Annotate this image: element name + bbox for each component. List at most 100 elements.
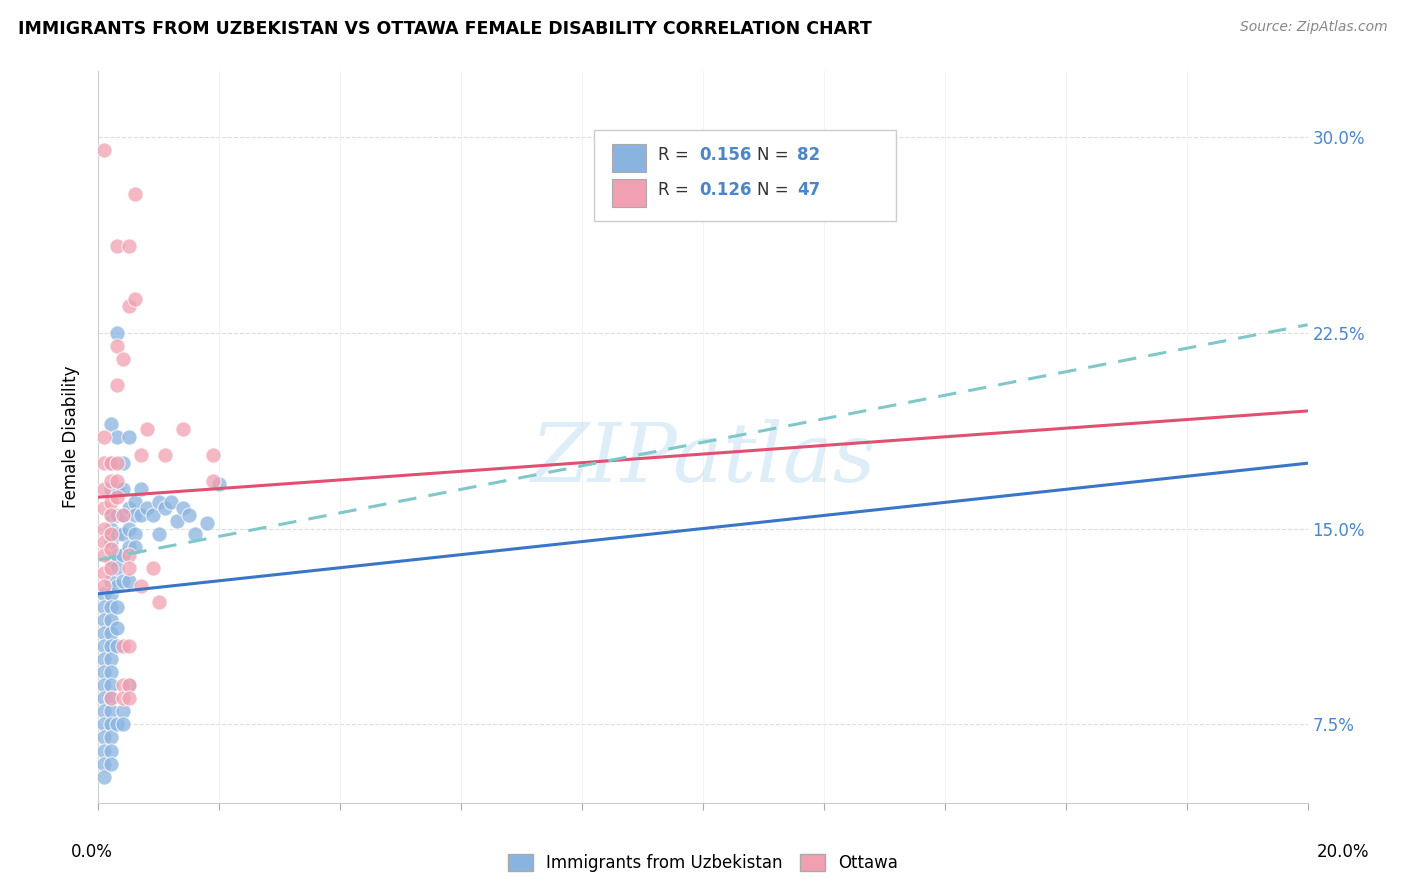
Point xyxy=(93,456,115,470)
Point xyxy=(118,548,141,562)
Point xyxy=(208,477,231,491)
Point xyxy=(124,540,146,554)
Point xyxy=(118,678,141,692)
Point xyxy=(202,475,225,489)
FancyBboxPatch shape xyxy=(613,179,647,207)
Text: R =: R = xyxy=(658,146,695,164)
Point xyxy=(118,239,141,253)
Text: IMMIGRANTS FROM UZBEKISTAN VS OTTAWA FEMALE DISABILITY CORRELATION CHART: IMMIGRANTS FROM UZBEKISTAN VS OTTAWA FEM… xyxy=(18,20,872,37)
Point xyxy=(100,483,122,497)
Point xyxy=(93,566,115,580)
Point xyxy=(153,449,176,463)
Point xyxy=(100,731,122,745)
Point xyxy=(124,495,146,509)
Point xyxy=(118,521,141,535)
Point xyxy=(148,594,170,608)
Point xyxy=(129,449,152,463)
Point xyxy=(100,691,122,706)
Text: R =: R = xyxy=(658,181,695,199)
Text: ZIPatlas: ZIPatlas xyxy=(530,419,876,499)
Point xyxy=(100,560,122,574)
Point xyxy=(124,526,146,541)
Point xyxy=(93,500,115,515)
Point xyxy=(105,548,128,562)
Point xyxy=(148,526,170,541)
Point xyxy=(100,717,122,731)
Point xyxy=(100,743,122,757)
Point xyxy=(166,514,188,528)
Text: 20.0%: 20.0% xyxy=(1316,843,1369,861)
Point xyxy=(111,678,134,692)
Point xyxy=(142,508,165,523)
Point xyxy=(93,599,115,614)
Text: 0.126: 0.126 xyxy=(699,181,752,199)
Point xyxy=(105,526,128,541)
Point xyxy=(93,756,115,771)
Point xyxy=(105,326,128,340)
Point xyxy=(111,691,134,706)
Point xyxy=(105,430,128,444)
Point xyxy=(135,422,157,436)
Point xyxy=(100,626,122,640)
Point xyxy=(93,639,115,653)
Point xyxy=(111,639,134,653)
Y-axis label: Female Disability: Female Disability xyxy=(62,366,80,508)
Point xyxy=(118,678,141,692)
Point xyxy=(93,430,115,444)
Point xyxy=(93,705,115,719)
Text: 0.0%: 0.0% xyxy=(70,843,112,861)
Point xyxy=(105,560,128,574)
Point xyxy=(100,705,122,719)
Point xyxy=(111,483,134,497)
Point xyxy=(100,542,122,557)
Point xyxy=(93,483,115,497)
Point xyxy=(100,665,122,680)
Point xyxy=(202,449,225,463)
Point xyxy=(124,187,146,202)
Point xyxy=(160,495,183,509)
Point xyxy=(100,652,122,666)
Point xyxy=(118,300,141,314)
Point xyxy=(100,553,122,567)
Point xyxy=(105,717,128,731)
Point xyxy=(93,717,115,731)
Point xyxy=(184,526,207,541)
Point xyxy=(172,422,194,436)
Point xyxy=(105,490,128,504)
Point xyxy=(100,756,122,771)
Point xyxy=(100,417,122,431)
Point xyxy=(100,534,122,549)
Point xyxy=(111,526,134,541)
Point xyxy=(93,548,115,562)
Point xyxy=(111,717,134,731)
Text: N =: N = xyxy=(758,181,794,199)
Point xyxy=(105,475,128,489)
Point xyxy=(100,521,122,535)
Point xyxy=(100,495,122,509)
Point xyxy=(93,652,115,666)
Point xyxy=(100,587,122,601)
Point xyxy=(129,579,152,593)
Point xyxy=(153,500,176,515)
Point xyxy=(124,508,146,523)
Point xyxy=(135,500,157,515)
Point xyxy=(100,678,122,692)
Text: 47: 47 xyxy=(797,181,821,199)
Point xyxy=(118,639,141,653)
Point xyxy=(111,508,134,523)
Point xyxy=(118,574,141,588)
Point xyxy=(93,665,115,680)
Point xyxy=(100,508,122,523)
FancyBboxPatch shape xyxy=(595,130,897,221)
Point xyxy=(111,574,134,588)
Point xyxy=(105,483,128,497)
Point xyxy=(129,508,152,523)
Point xyxy=(100,475,122,489)
Point xyxy=(100,508,122,523)
Point xyxy=(142,560,165,574)
Point xyxy=(93,143,115,157)
FancyBboxPatch shape xyxy=(613,144,647,171)
Point xyxy=(93,731,115,745)
Point xyxy=(100,526,122,541)
Point xyxy=(93,587,115,601)
